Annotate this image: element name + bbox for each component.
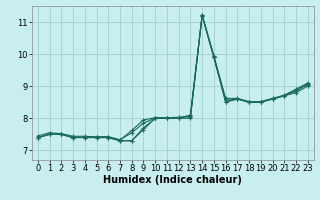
X-axis label: Humidex (Indice chaleur): Humidex (Indice chaleur) (103, 175, 242, 185)
